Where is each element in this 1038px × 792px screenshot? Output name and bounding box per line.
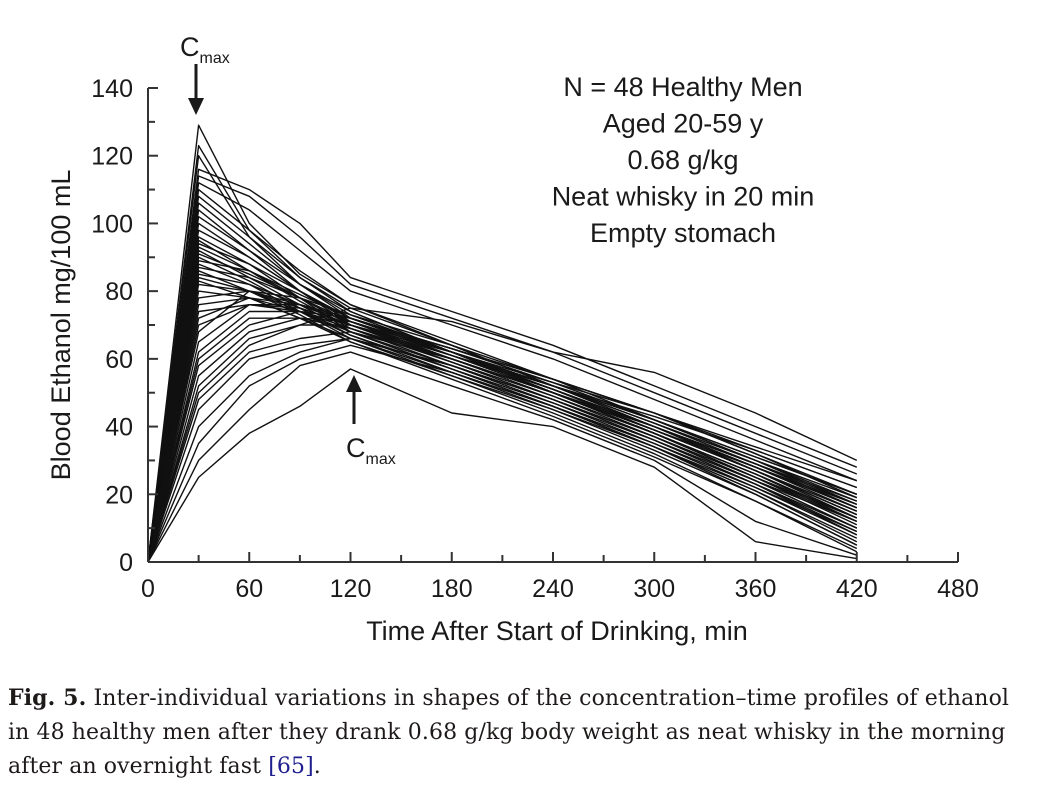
subject-line	[147, 310, 858, 563]
subject-line	[147, 182, 858, 563]
subject-line	[147, 337, 858, 563]
info-line: Aged 20-59 y	[603, 109, 764, 139]
subject-line	[147, 154, 858, 563]
info-line: Neat whisky in 20 min	[552, 182, 815, 212]
blood-ethanol-chart: 0 20 40 60 80 100 120 140 0 60 120 180 240 300 360 420…	[46, 32, 979, 646]
study-info-annotation: N = 48 Healthy Men Aged 20-59 y 0.68 g/kg N…	[552, 72, 815, 248]
x-tick-label: 240	[532, 575, 574, 603]
subject-line	[147, 283, 858, 563]
y-tick-label: 140	[91, 75, 133, 103]
x-axis-title: Time After Start of Drinking, min	[366, 616, 748, 646]
y-tick-label: 120	[91, 143, 133, 171]
subject-line	[147, 249, 858, 563]
y-tick-label: 100	[91, 210, 133, 238]
subject-line	[147, 290, 858, 563]
subject-line	[147, 317, 858, 563]
arrow-down-icon	[188, 98, 204, 115]
cmax-top-annotation: Cmax	[180, 32, 230, 115]
info-line: N = 48 Healthy Men	[563, 72, 802, 102]
svg-text:Cmax: Cmax	[346, 433, 396, 468]
subject-line	[147, 331, 858, 563]
svg-text:Cmax: Cmax	[180, 32, 230, 67]
subject-line	[147, 368, 857, 563]
info-line: 0.68 g/kg	[627, 145, 738, 175]
subject-line	[147, 246, 858, 563]
y-axis-title: Blood Ethanol mg/100 mL	[46, 170, 76, 481]
subject-line	[147, 310, 858, 563]
subject-line	[147, 317, 858, 563]
y-tick-label: 40	[105, 414, 133, 442]
x-tick-label: 420	[836, 575, 878, 603]
x-tick-labels: 0 60 120 180 240 300 360 420 480	[141, 575, 979, 603]
y-tick-label: 0	[119, 549, 133, 577]
cmax-bottom-annotation: Cmax	[346, 375, 396, 468]
arrow-up-icon	[346, 375, 362, 392]
subject-line	[147, 239, 858, 563]
x-tick-label: 0	[141, 575, 155, 603]
subject-line	[147, 290, 858, 563]
subject-line	[147, 297, 858, 563]
figure-label: Fig. 5.	[8, 685, 87, 711]
cmax-top-sub: max	[200, 50, 230, 67]
subject-line	[147, 324, 858, 563]
chart-axes	[147, 87, 959, 563]
subject-line	[147, 307, 858, 563]
subject-line	[147, 290, 858, 563]
caption-end: .	[313, 754, 321, 779]
cmax-bottom-main: C	[346, 433, 366, 463]
y-tick-labels: 0 20 40 60 80 100 120 140	[91, 75, 133, 577]
x-tick-label: 120	[330, 575, 372, 603]
subject-line	[147, 351, 858, 563]
x-tick-label: 300	[633, 575, 675, 603]
subject-line	[147, 270, 858, 563]
x-tick-label: 360	[735, 575, 777, 603]
caption-text: Inter-individual variations in shapes of…	[8, 686, 1010, 779]
subject-line	[147, 168, 858, 563]
y-tick-label: 20	[105, 481, 133, 509]
info-line: Empty stomach	[590, 218, 776, 248]
reference-link[interactable]: [65]	[268, 754, 314, 779]
cmax-bottom-sub: max	[366, 451, 396, 468]
y-tick-label: 60	[105, 346, 133, 374]
subject-line	[147, 256, 858, 563]
cmax-top-main: C	[180, 32, 200, 62]
x-tick-label: 180	[431, 575, 473, 603]
subject-line	[147, 175, 858, 563]
subject-line	[147, 344, 858, 563]
subject-line	[147, 263, 858, 563]
figure-caption: Fig. 5. Inter-individual variations in s…	[8, 681, 1028, 784]
subject-profile-lines	[147, 124, 858, 563]
x-tick-label: 480	[937, 575, 979, 603]
y-tick-label: 80	[105, 278, 133, 306]
x-tick-label: 60	[235, 575, 263, 603]
